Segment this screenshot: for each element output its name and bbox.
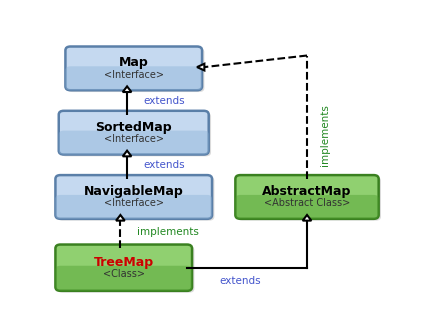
Polygon shape (116, 215, 125, 221)
Text: extends: extends (144, 96, 185, 106)
Polygon shape (123, 151, 132, 156)
FancyBboxPatch shape (65, 46, 202, 90)
FancyBboxPatch shape (55, 175, 212, 219)
FancyBboxPatch shape (58, 177, 215, 221)
FancyBboxPatch shape (235, 175, 379, 219)
Text: implements: implements (320, 104, 330, 166)
Text: <Class>: <Class> (103, 269, 145, 279)
FancyBboxPatch shape (235, 195, 379, 219)
FancyBboxPatch shape (58, 246, 194, 293)
FancyBboxPatch shape (61, 113, 211, 156)
Text: <Abstract Class>: <Abstract Class> (264, 198, 350, 208)
Text: extends: extends (220, 276, 261, 286)
Text: NavigableMap: NavigableMap (84, 185, 184, 198)
FancyBboxPatch shape (55, 195, 212, 219)
Text: extends: extends (144, 160, 185, 170)
FancyBboxPatch shape (65, 66, 202, 90)
Text: <Interface>: <Interface> (104, 134, 164, 144)
FancyBboxPatch shape (59, 111, 209, 155)
FancyBboxPatch shape (55, 266, 192, 291)
FancyBboxPatch shape (59, 131, 209, 155)
Text: SortedMap: SortedMap (95, 121, 172, 134)
Polygon shape (303, 215, 311, 221)
Text: TreeMap: TreeMap (94, 256, 154, 269)
Polygon shape (123, 87, 132, 92)
Text: Map: Map (119, 56, 149, 69)
FancyBboxPatch shape (68, 48, 204, 92)
Polygon shape (197, 64, 204, 70)
Text: AbstractMap: AbstractMap (262, 185, 352, 198)
Text: <Interface>: <Interface> (104, 70, 164, 80)
Text: implements: implements (137, 227, 199, 237)
Text: <Interface>: <Interface> (104, 198, 164, 208)
FancyBboxPatch shape (238, 177, 381, 221)
FancyBboxPatch shape (55, 244, 192, 291)
